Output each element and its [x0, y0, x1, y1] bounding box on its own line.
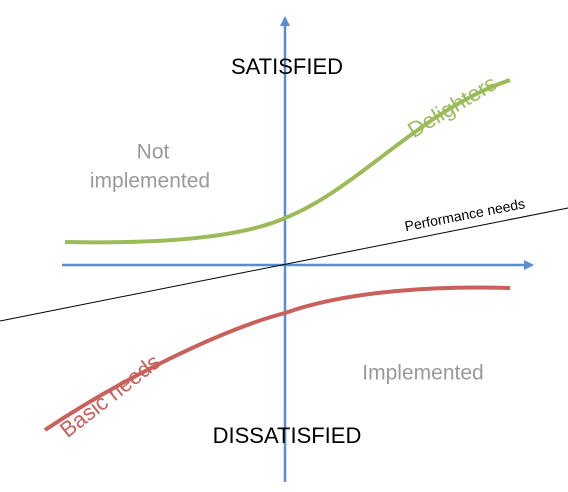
region-label: Implemented [362, 362, 483, 385]
region-label: Not [137, 141, 170, 164]
basic-needs-curve [43, 285, 511, 432]
curve-label: Delighters [403, 70, 501, 142]
axis-bottom-label: DISSATISFIED [213, 423, 362, 448]
region-label: implemented [90, 170, 210, 193]
axis-top-label: SATISFIED [231, 54, 343, 79]
curve-label: Basic needs [55, 349, 165, 442]
delighters-curve [64, 78, 511, 245]
performance-line [0, 207, 568, 322]
